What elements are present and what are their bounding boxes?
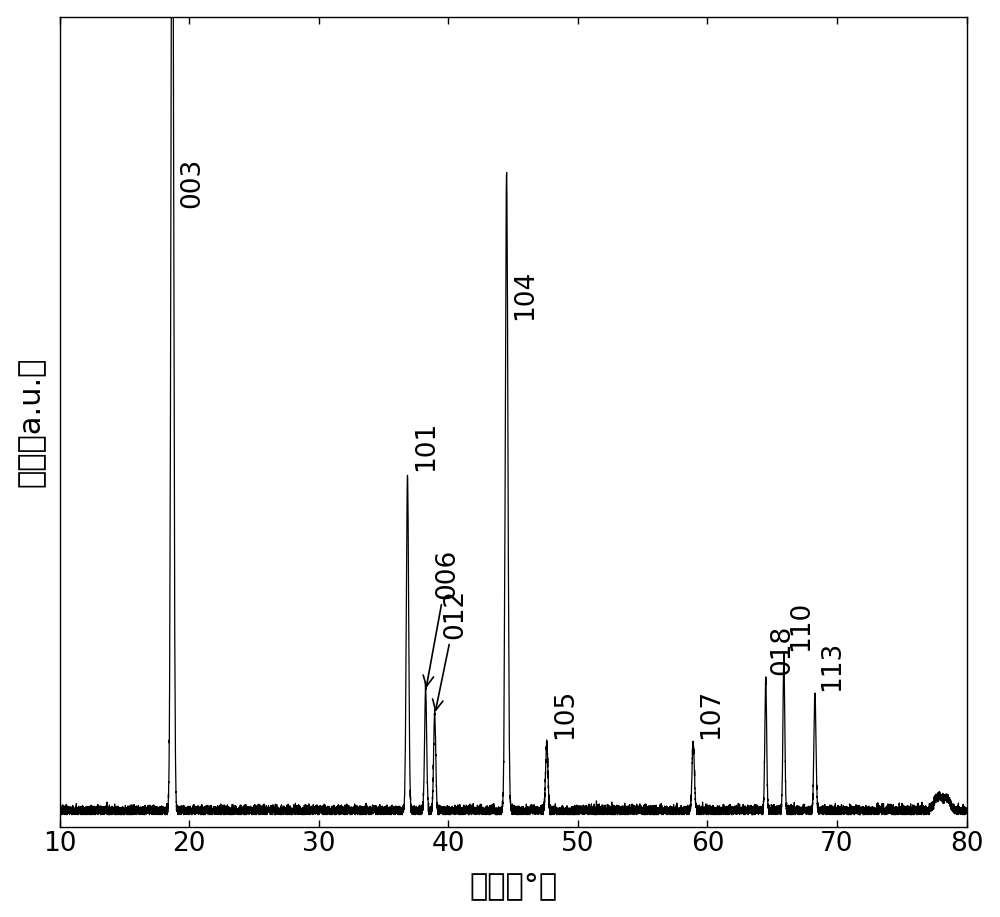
Text: 012: 012 — [433, 589, 468, 711]
Text: 101: 101 — [413, 421, 439, 471]
Text: 110: 110 — [788, 601, 814, 651]
Text: 113: 113 — [820, 641, 846, 691]
X-axis label: 角度（°）: 角度（°） — [469, 871, 557, 900]
Text: 105: 105 — [552, 689, 578, 739]
Text: 018: 018 — [770, 624, 796, 675]
Text: 104: 104 — [512, 270, 538, 320]
Text: 003: 003 — [179, 158, 205, 208]
Y-axis label: 强度（a.u.）: 强度（a.u.） — [17, 357, 46, 487]
Text: 107: 107 — [698, 689, 724, 739]
Text: 006: 006 — [423, 549, 460, 686]
